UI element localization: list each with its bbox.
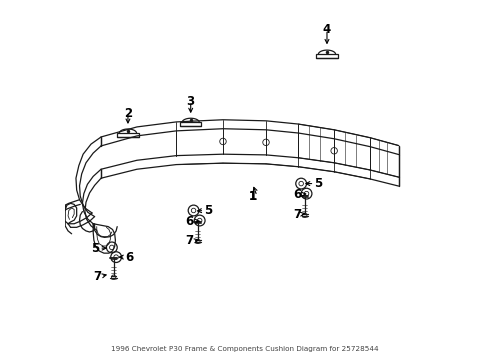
Text: 7: 7: [185, 234, 193, 247]
Text: 7: 7: [93, 270, 101, 283]
Text: 5: 5: [204, 204, 212, 217]
Text: 6: 6: [125, 251, 133, 264]
Text: 7: 7: [292, 208, 301, 221]
Text: 3: 3: [186, 95, 194, 108]
Text: 4: 4: [322, 23, 330, 36]
Text: 2: 2: [123, 107, 132, 120]
Text: 5: 5: [91, 242, 99, 255]
Text: 5: 5: [314, 177, 322, 190]
Text: 1: 1: [248, 190, 256, 203]
Text: 6: 6: [185, 215, 193, 228]
Text: 1996 Chevrolet P30 Frame & Components Cushion Diagram for 25728544: 1996 Chevrolet P30 Frame & Components Cu…: [110, 346, 378, 352]
Text: 6: 6: [292, 188, 301, 201]
Text: 1: 1: [248, 190, 257, 203]
